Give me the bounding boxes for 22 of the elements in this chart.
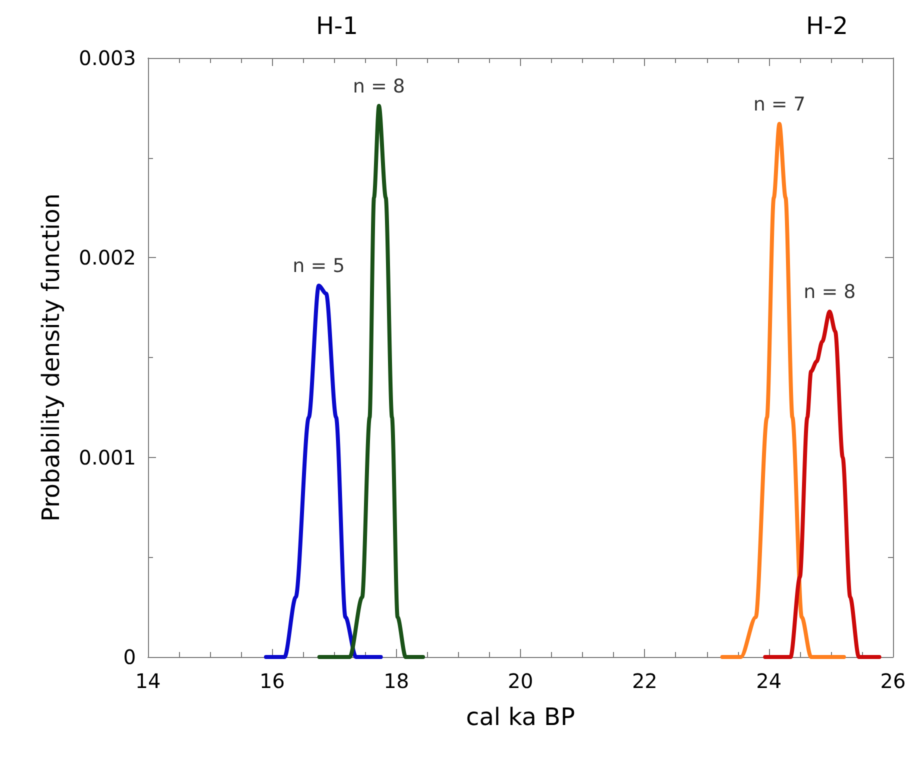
- x-tick-label: 22: [632, 669, 658, 693]
- x-axis-title: cal ka BP: [466, 703, 575, 731]
- text: H-2: [806, 12, 848, 40]
- y-axis-title: Probability density function: [37, 193, 65, 522]
- y-tick-label: 0.002: [78, 246, 136, 270]
- annotation: n = 7: [753, 93, 806, 116]
- annotation: n = 8: [804, 281, 856, 304]
- x-tick-label: 26: [880, 669, 906, 693]
- y-tick-label: 0.003: [78, 46, 136, 70]
- y-tick-label: 0.001: [78, 445, 136, 470]
- line-series: [264, 284, 383, 659]
- line-series: [763, 310, 882, 659]
- x-tick-label: 16: [259, 669, 285, 693]
- y-tick-label: 0: [123, 645, 136, 669]
- text: H-1: [316, 12, 358, 40]
- line-series: [720, 122, 846, 659]
- x-tick-label: 24: [756, 669, 782, 693]
- annotation: n = 5: [292, 255, 345, 278]
- x-tick-label: 20: [508, 669, 534, 693]
- x-tick-label: 14: [135, 669, 161, 693]
- x-tick-label: 18: [384, 669, 410, 693]
- annotation: n = 8: [352, 75, 406, 98]
